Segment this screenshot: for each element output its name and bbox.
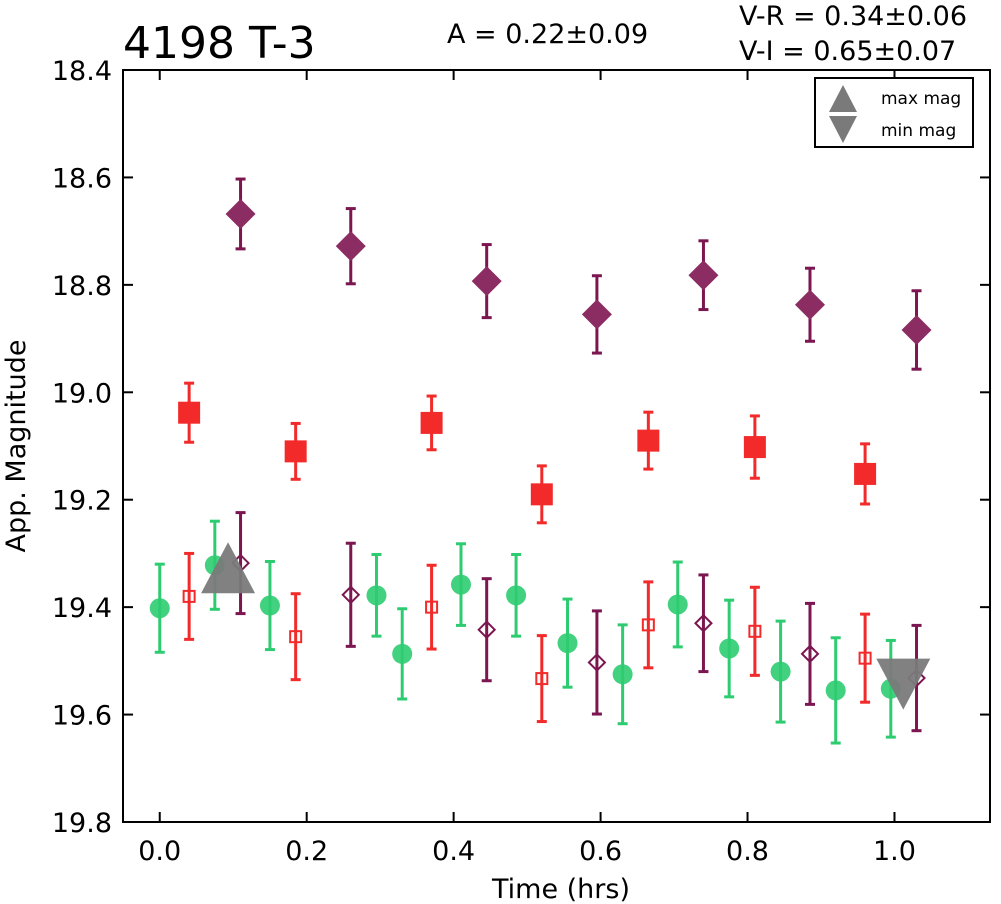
data-point-open-square	[641, 618, 655, 632]
y-tick-label: 18.8	[52, 271, 112, 302]
y-tick-label: 18.4	[52, 56, 112, 87]
data-point-diamond	[901, 314, 932, 345]
data-point-circle	[506, 585, 527, 606]
y-tick-label: 19.0	[52, 378, 112, 409]
data-point-diamond	[471, 266, 502, 297]
data-point-circle	[366, 585, 387, 606]
data-point-open-diamond	[694, 613, 713, 633]
data-point-diamond	[335, 231, 366, 262]
legend-min-mag-marker	[829, 116, 857, 143]
data-point-open-square	[535, 672, 549, 686]
data-point-diamond	[688, 260, 719, 291]
data-point-open-diamond	[587, 653, 607, 672]
data-point-open-diamond	[341, 585, 361, 605]
x-tick-label: 0.4	[432, 836, 475, 867]
data-point-open-square	[425, 600, 439, 614]
chart-title: 4198 T-3	[123, 18, 316, 69]
x-tick-label: 0.8	[726, 836, 769, 867]
data-point-circle	[450, 574, 471, 595]
data-point-circle	[392, 643, 413, 664]
x-tick-label: 0.0	[138, 836, 181, 867]
data-point-circle	[149, 598, 170, 619]
data-point-circle	[667, 594, 688, 615]
v-i-annotation: V-I = 0.65±0.07	[739, 36, 956, 67]
x-tick-label: 1.0	[873, 836, 916, 867]
x-tick-label: 0.2	[285, 836, 328, 867]
data-point-square	[854, 462, 877, 485]
plot-frame	[122, 69, 991, 823]
plot-marks	[149, 177, 932, 745]
data-point-open-square	[289, 630, 303, 644]
y-tick-label: 19.2	[52, 486, 112, 517]
legend-label-min-mag: min mag	[881, 121, 956, 141]
data-point-circle	[770, 661, 791, 682]
min-mag-marker	[876, 658, 931, 710]
data-point-open-diamond	[800, 644, 820, 664]
amplitude-annotation: A = 0.22±0.09	[447, 19, 648, 50]
x-axis-label: Time (hrs)	[491, 874, 630, 904]
axis-ticks: 0.0 0.2 0.4 0.6 0.8 1.0 18.4 18.6 18.8 19.0 19.2 19…	[52, 56, 990, 867]
data-point-open-square	[182, 589, 196, 603]
data-point-diamond	[794, 289, 825, 320]
legend: max mag min mag	[814, 77, 974, 148]
y-tick-label: 19.8	[52, 808, 112, 839]
data-point-open-square	[748, 624, 762, 638]
data-point-open-square	[858, 651, 872, 665]
y-axis-label: App. Magnitude	[1, 340, 32, 553]
y-tick-label: 19.6	[52, 701, 112, 732]
x-tick-label: 0.6	[579, 836, 622, 867]
v-r-annotation: V-R = 0.34±0.06	[739, 1, 967, 32]
data-point-circle	[825, 680, 846, 701]
data-point-square	[743, 436, 766, 459]
data-point-square	[420, 411, 443, 434]
data-point-circle	[719, 638, 740, 659]
legend-label-max-mag: max mag	[881, 89, 961, 109]
data-point-square	[178, 401, 201, 424]
data-point-circle	[612, 664, 633, 685]
data-point-square	[284, 440, 307, 463]
data-point-diamond	[581, 299, 612, 330]
data-point-circle	[557, 633, 578, 654]
data-point-open-diamond	[477, 620, 497, 640]
data-point-circle	[259, 595, 280, 616]
data-point-square	[530, 483, 553, 506]
y-tick-label: 18.6	[52, 163, 112, 194]
y-tick-label: 19.4	[52, 593, 112, 624]
data-point-square	[637, 429, 660, 452]
max-mag-marker	[201, 542, 256, 594]
legend-max-mag-marker	[829, 85, 857, 112]
data-point-diamond	[225, 198, 256, 229]
